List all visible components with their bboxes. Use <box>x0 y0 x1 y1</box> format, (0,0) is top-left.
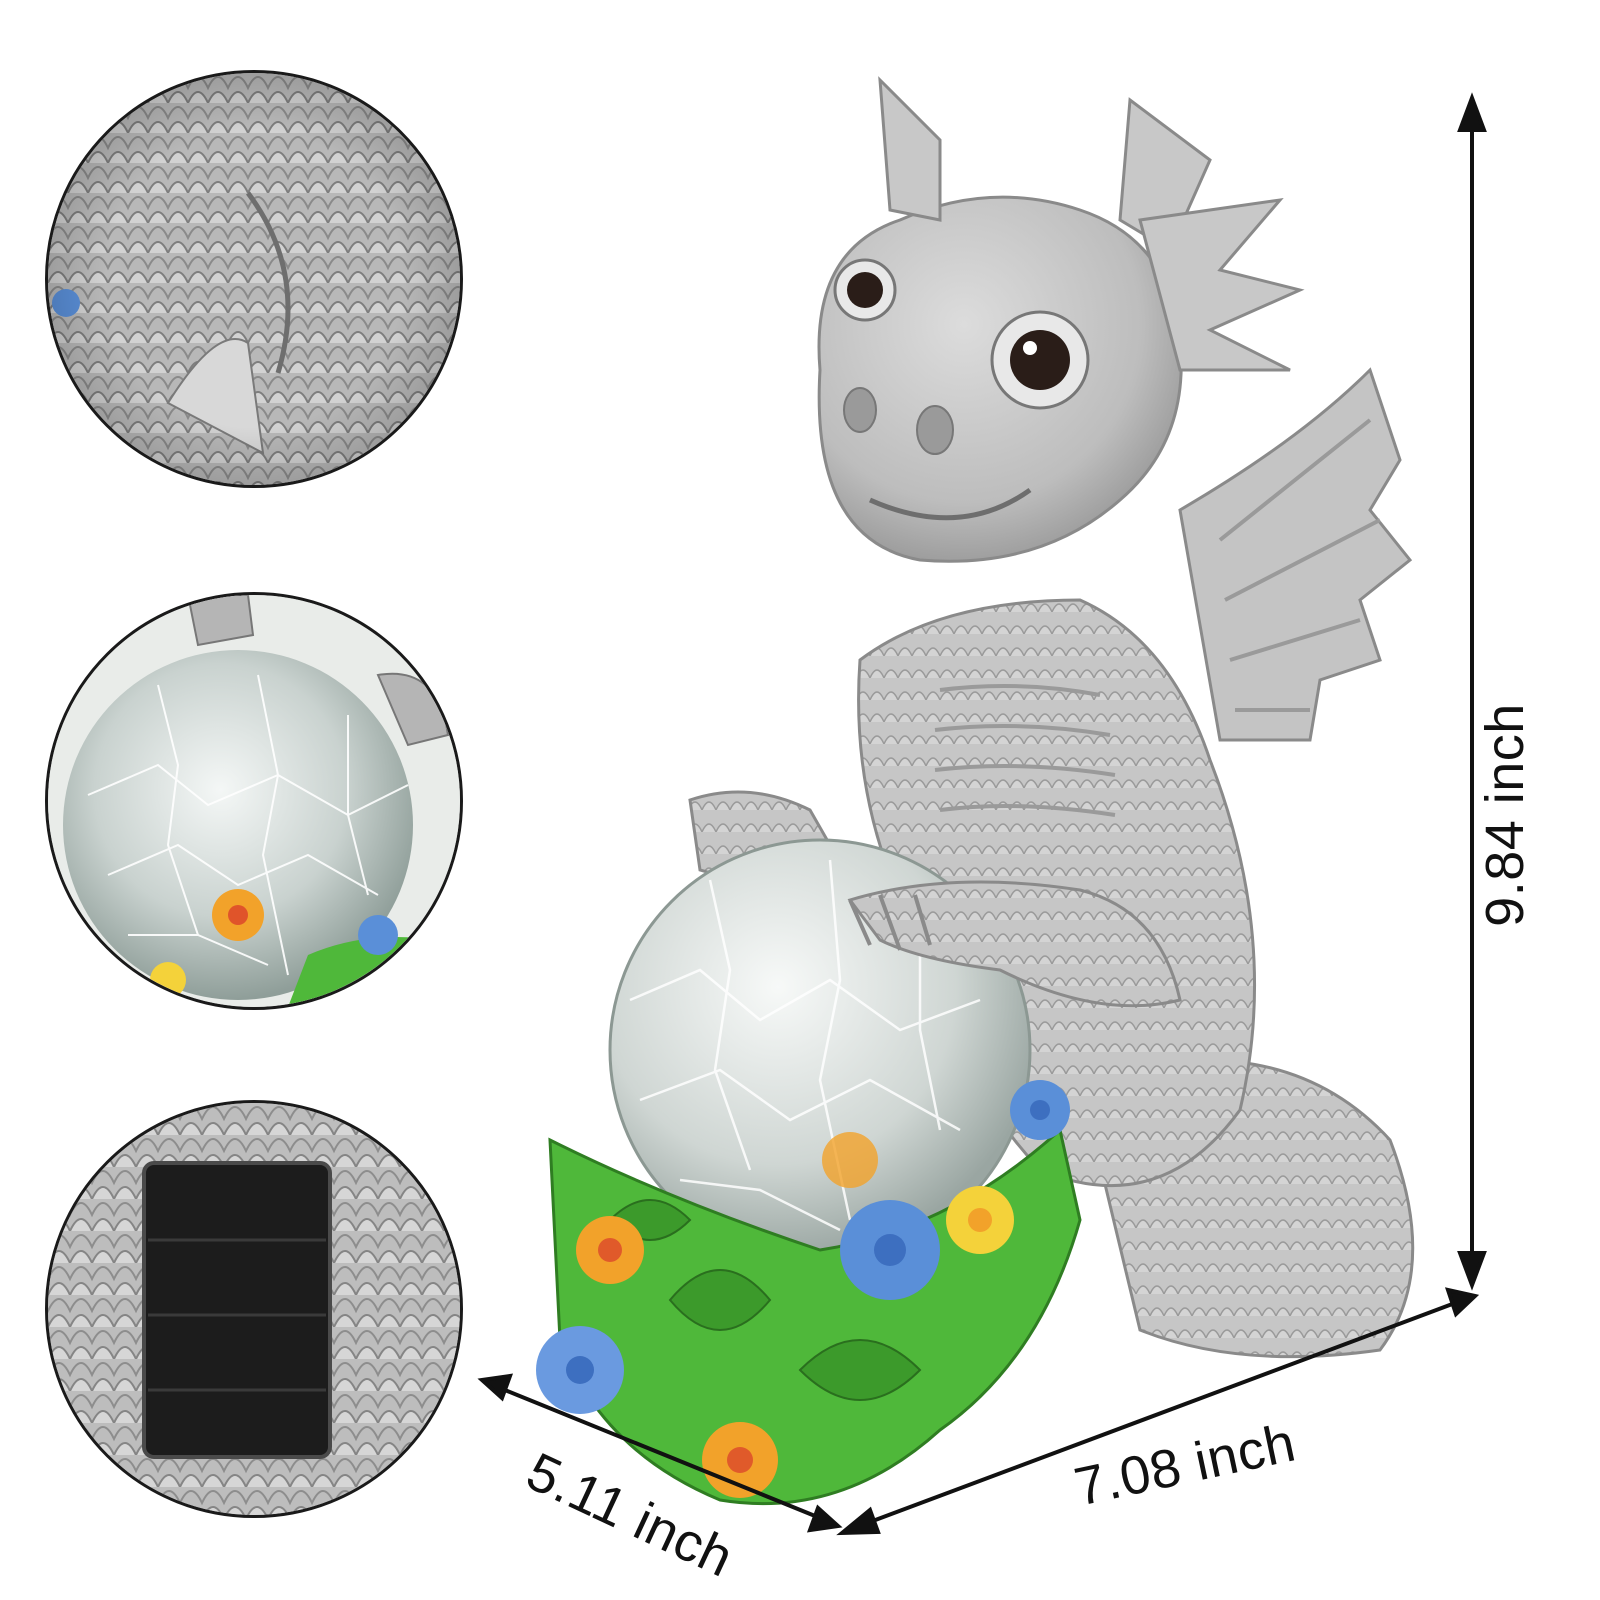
crackle-globe-image <box>48 595 460 1007</box>
right-arm <box>847 880 1182 1008</box>
scale-texture-image <box>48 73 460 485</box>
solar-panel-detail-inset <box>45 1100 463 1518</box>
solar-panel-image <box>48 1103 460 1515</box>
left-horn <box>878 76 942 222</box>
head-frill <box>1138 197 1305 372</box>
globe-detail-inset <box>45 592 463 1010</box>
wing <box>1178 367 1413 742</box>
dragon-statue-figure <box>520 40 1500 1590</box>
solar-panel <box>142 1161 332 1459</box>
scale-detail-inset <box>45 70 463 488</box>
left-eye <box>847 272 883 308</box>
right-eye <box>1010 330 1070 390</box>
dragon-statue-image <box>536 76 1415 1506</box>
